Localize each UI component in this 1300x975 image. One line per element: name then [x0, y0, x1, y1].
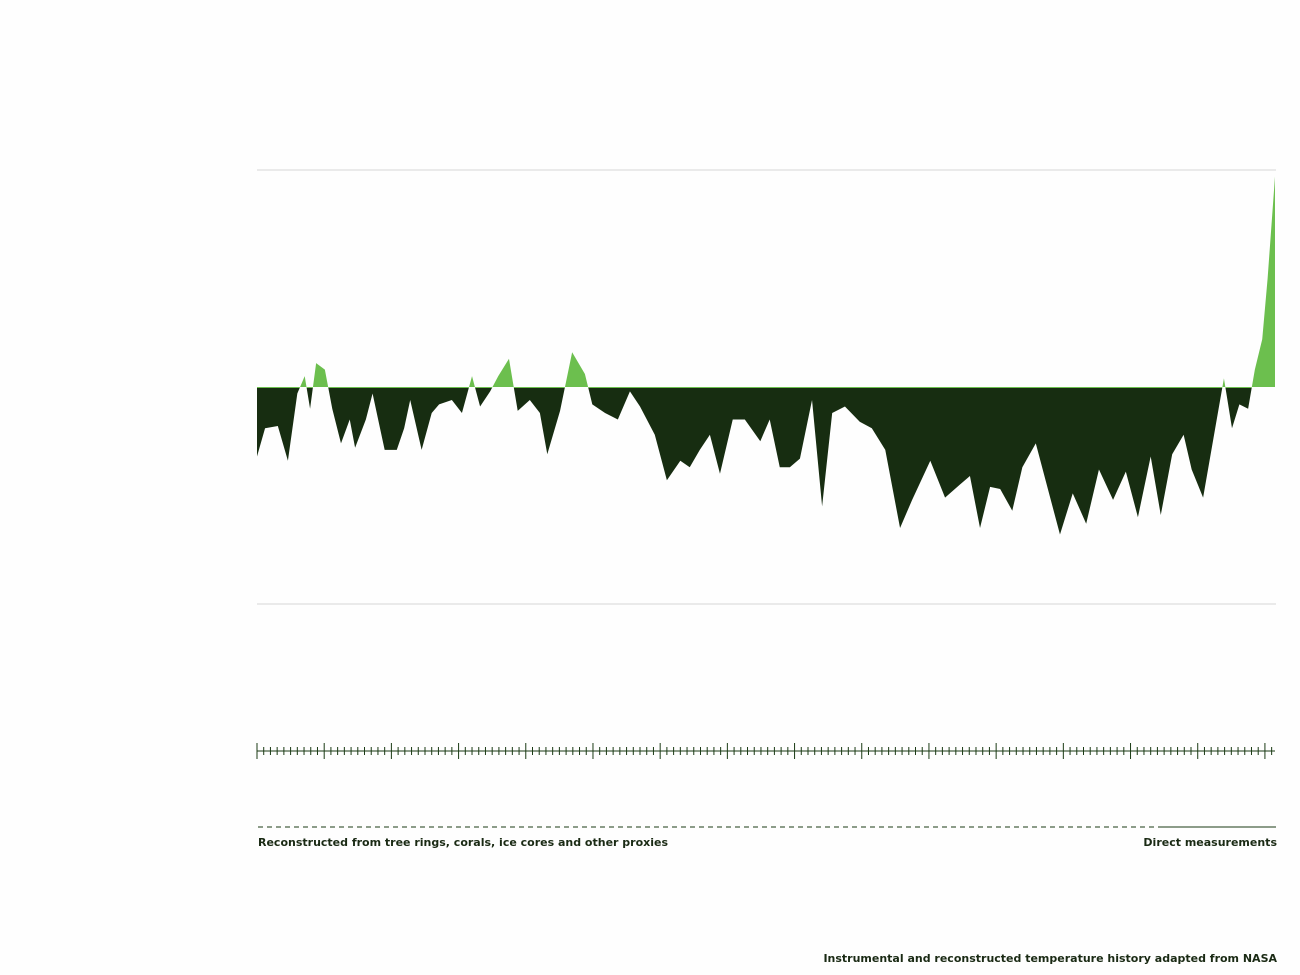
area-above: [257, 176, 1275, 388]
proxy-label: Reconstructed from tree rings, corals, i…: [258, 836, 668, 849]
grid: [257, 169, 1276, 605]
areas: [257, 176, 1275, 535]
direct-label: Direct measurements: [1143, 836, 1277, 849]
x-axis: [256, 743, 1275, 759]
area-below: [257, 388, 1252, 535]
source: Instrumental and reconstructed temperatu…: [823, 952, 1277, 965]
